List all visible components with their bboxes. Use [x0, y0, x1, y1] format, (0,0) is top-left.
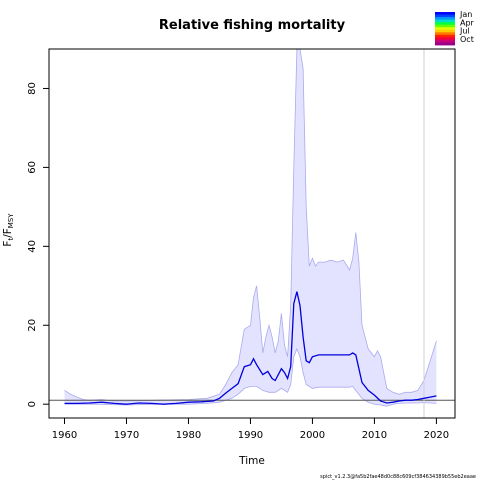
legend-swatch — [435, 24, 455, 28]
legend-swatch — [435, 34, 455, 38]
x-tick-label: 2020 — [424, 430, 449, 441]
version-footer: spict_v1.2.3@fa5b2fae48d0c88c609cf384634… — [320, 474, 476, 480]
x-axis-label: Time — [238, 455, 265, 467]
chart-title: Relative fishing mortality — [159, 18, 346, 33]
legend-swatch — [435, 32, 455, 36]
legend-swatch — [435, 19, 455, 23]
legend-label: Oct — [460, 35, 474, 44]
plot-area: 1960 1970 1980 1990 2000 2010 2020 0 20 40 60 80 — [27, 48, 456, 441]
x-tick-label: 2010 — [362, 430, 387, 441]
y-label-sep: /F — [2, 228, 14, 238]
legend-swatch — [435, 14, 455, 18]
ci-band — [64, 49, 437, 407]
y-tick-label: 20 — [27, 319, 38, 332]
x-tick-label: 1970 — [114, 430, 139, 441]
ci-upper-line — [64, 49, 437, 402]
y-axis-label: Ft/FMSY — [2, 213, 15, 247]
y-tick-label: 60 — [27, 161, 38, 174]
legend-swatch — [435, 29, 455, 33]
y-tick-label: 40 — [27, 240, 38, 253]
y-label-sep-sub: MSY — [7, 213, 15, 228]
legend-label: Jul — [459, 27, 470, 36]
legend-swatch — [435, 17, 455, 21]
plot-content — [49, 49, 455, 418]
y-label-base: F — [2, 241, 14, 247]
legend-swatch — [435, 37, 455, 41]
x-tick-label: 2000 — [300, 430, 325, 441]
legend-swatch — [435, 22, 455, 26]
legend-swatch — [435, 27, 455, 31]
y-tick-label: 0 — [27, 401, 38, 407]
plot-frame — [48, 48, 456, 419]
x-tick-label: 1980 — [176, 430, 201, 441]
y-label-base-sub: t — [7, 238, 15, 241]
legend-swatch — [435, 39, 455, 43]
estimate-line — [64, 291, 437, 405]
legend-swatch — [435, 12, 455, 15]
x-tick-label: 1990 — [238, 430, 263, 441]
y-tick-label: 80 — [27, 82, 38, 95]
ci-lower-line — [64, 347, 437, 407]
legend-label: Apr — [460, 18, 475, 27]
x-tick-label: 1960 — [52, 430, 77, 441]
legend-swatch — [435, 42, 455, 46]
legend-label: Jan — [459, 10, 472, 19]
